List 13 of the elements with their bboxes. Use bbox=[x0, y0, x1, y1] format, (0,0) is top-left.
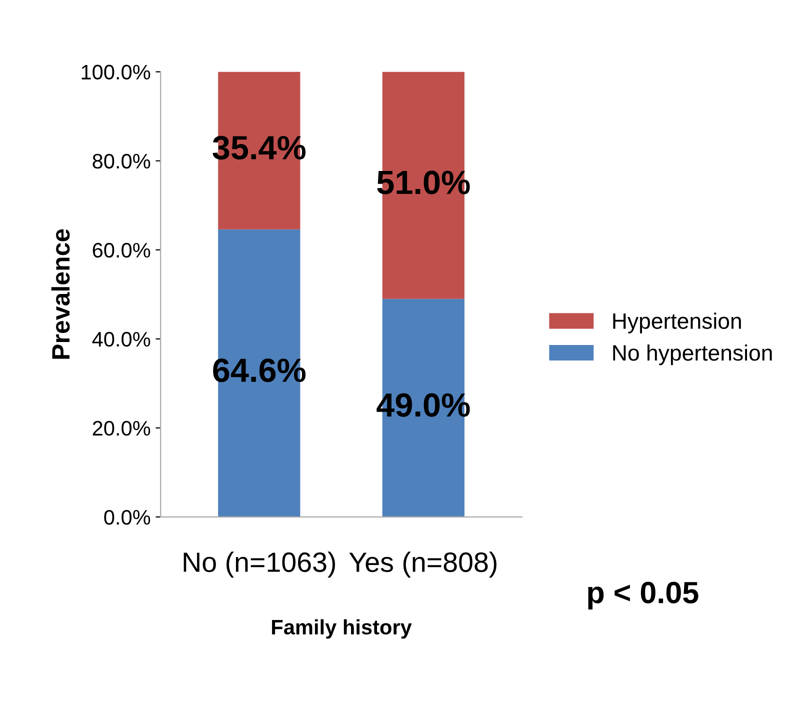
y-tick-label: 100.0% bbox=[82, 64, 150, 80]
x-tick-label: Yes (n=808) bbox=[349, 552, 496, 578]
text: p < 0.05 bbox=[588, 582, 698, 610]
y-tick-label: 20.0% bbox=[92, 420, 150, 436]
y-tick-label: 40.0% bbox=[92, 332, 150, 347]
legend-label: Hypertension bbox=[613, 312, 741, 334]
x-axis-title: Family history bbox=[272, 619, 412, 639]
y-tick-label: 80.0% bbox=[92, 154, 150, 169]
y-axis-title: Prevalence bbox=[51, 229, 70, 359]
legend-label: No hypertension bbox=[613, 344, 772, 366]
x-tick-label: No (n=1063) bbox=[184, 552, 336, 578]
y-tick-label: 60.0% bbox=[92, 242, 150, 258]
y-tick-label: 0.0% bbox=[104, 510, 150, 525]
